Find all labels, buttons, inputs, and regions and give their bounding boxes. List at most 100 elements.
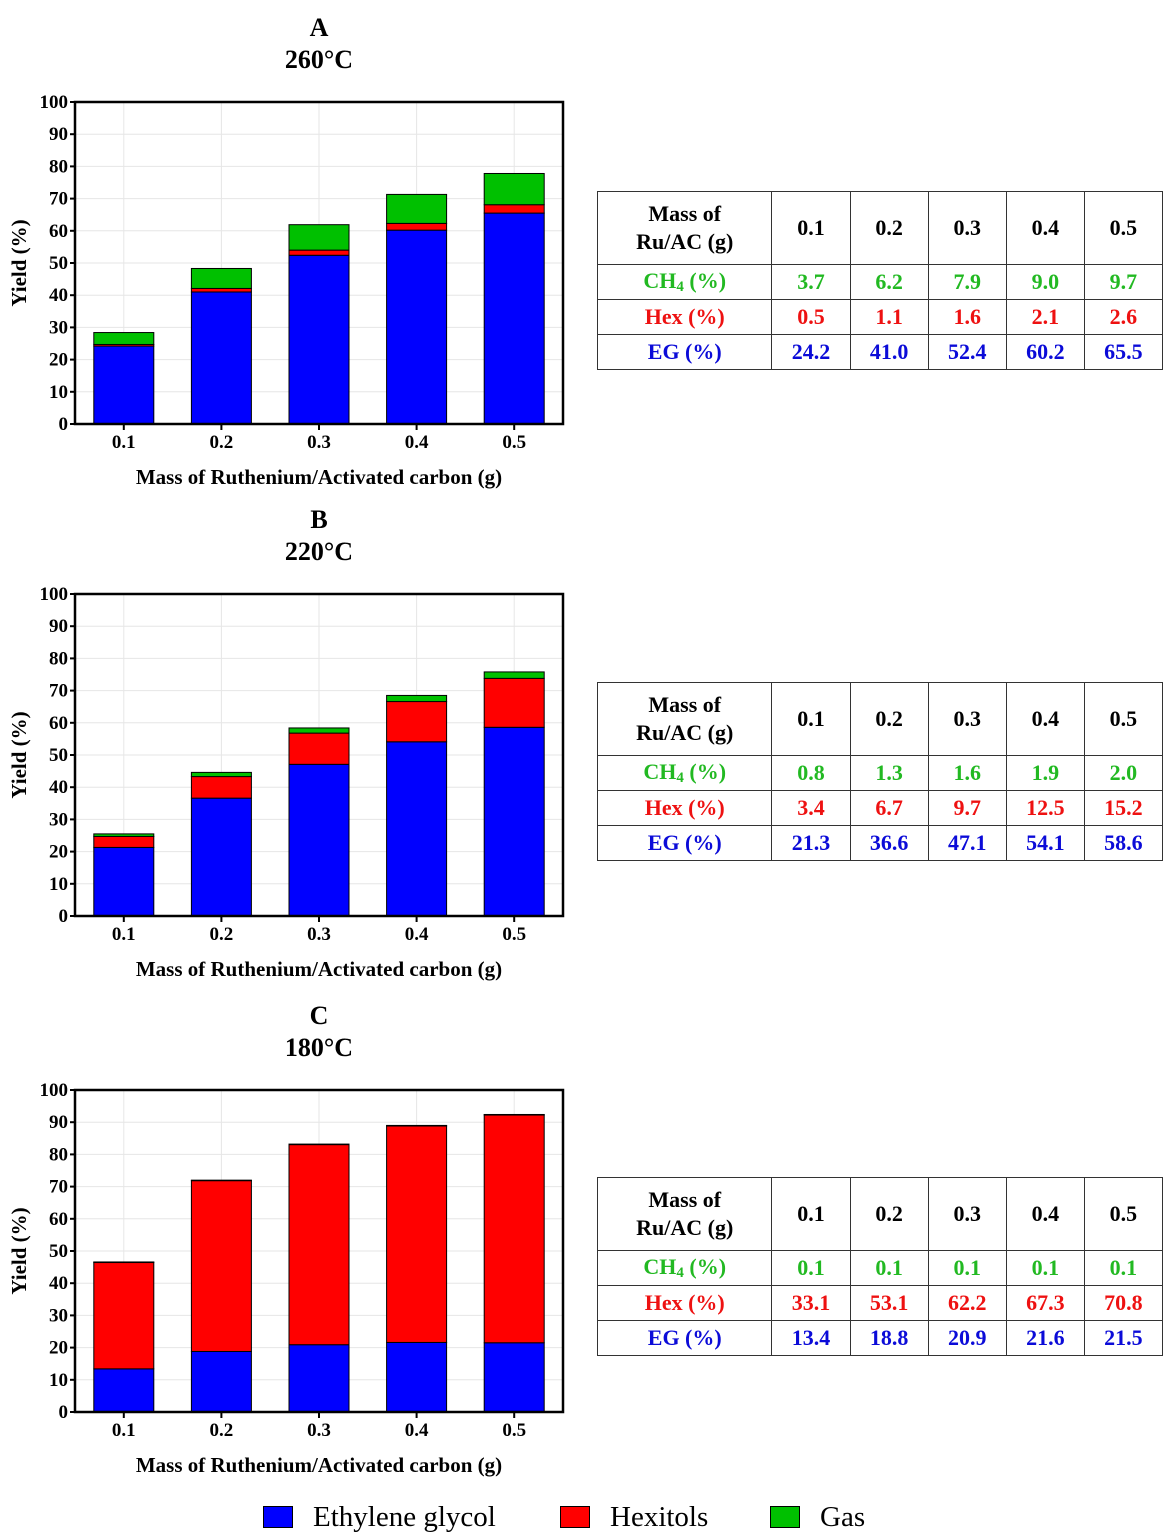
bar-ethylene-glycol bbox=[93, 846, 155, 917]
y-tick-label: 40 bbox=[49, 777, 68, 798]
table-cell: 1.6 bbox=[927, 755, 1007, 791]
table-cell: 1.1 bbox=[849, 299, 929, 335]
table-row-eg: EG (%) 24.2 41.0 52.4 60.2 65.5 bbox=[596, 334, 1163, 370]
y-tick-label: 30 bbox=[49, 809, 68, 830]
y-tick-label: 20 bbox=[49, 350, 68, 371]
table-row-ch4: CH4 (%) 3.7 6.2 7.9 9.0 9.7 bbox=[596, 264, 1163, 300]
table-cell: 33.1 bbox=[771, 1285, 851, 1321]
y-tick-label: 100 bbox=[40, 1080, 69, 1101]
panel-letter: C bbox=[310, 1001, 329, 1030]
table-row-hex: Hex (%) 0.5 1.1 1.6 2.1 2.6 bbox=[596, 299, 1163, 335]
y-tick-label: 20 bbox=[49, 1338, 68, 1359]
bar-ethylene-glycol bbox=[190, 1350, 252, 1413]
table-cell: 1.6 bbox=[927, 299, 1007, 335]
legend-item-hexitols: Hexitols bbox=[560, 1501, 708, 1533]
table-c: Mass of Ru/AC (g) 0.1 0.2 0.3 0.4 0.5 CH4 (%) 0.… bbox=[596, 1177, 1163, 1356]
bar-gas bbox=[386, 193, 448, 224]
chart-b: B 220°C 0 10 20 30 40 50 60 70 80 90 100 0.1 0.2 0.3 0.4… bbox=[7, 505, 565, 981]
table-cell: 0.1 bbox=[771, 1250, 851, 1286]
y-tick-label: 10 bbox=[49, 874, 68, 895]
table-cell: 6.2 bbox=[849, 264, 929, 300]
bar-gas bbox=[386, 1124, 448, 1127]
y-tick-label: 100 bbox=[40, 584, 69, 605]
bar-hexitols bbox=[190, 287, 252, 293]
bar-gas bbox=[190, 267, 252, 289]
table-cell: 3.7 bbox=[771, 264, 851, 300]
table-cell: 70.8 bbox=[1083, 1285, 1163, 1321]
table-cell: 21.6 bbox=[1005, 1320, 1085, 1356]
y-axis-label: Yield (%) bbox=[7, 1207, 31, 1294]
legend-swatch-gas bbox=[770, 1506, 800, 1528]
y-tick-label: 70 bbox=[49, 189, 68, 210]
bar-ethylene-glycol bbox=[483, 212, 545, 425]
table-cell: 7.9 bbox=[927, 264, 1007, 300]
bar-gas bbox=[190, 771, 252, 778]
x-tick-label: 0.1 bbox=[112, 432, 136, 453]
chart-title: 260°C bbox=[285, 45, 353, 74]
table-cell: 41.0 bbox=[849, 334, 929, 370]
bar-ethylene-glycol bbox=[386, 229, 448, 425]
table-row-label: Hex (%) bbox=[596, 790, 773, 826]
legend-label-ethylene-glycol: Ethylene glycol bbox=[313, 1500, 496, 1533]
bar-ethylene-glycol bbox=[483, 726, 545, 917]
y-tick-label: 10 bbox=[49, 382, 68, 403]
bar-gas bbox=[93, 833, 155, 837]
table-cell: 0.8 bbox=[771, 755, 851, 791]
bar-hexitols bbox=[386, 222, 448, 231]
table-column-header: 0.3 bbox=[927, 682, 1007, 756]
table-row-hex: Hex (%) 3.4 6.7 9.7 12.5 15.2 bbox=[596, 790, 1163, 826]
bar-ethylene-glycol bbox=[483, 1342, 545, 1413]
bar-gas bbox=[288, 1143, 350, 1146]
bar-hexitols bbox=[288, 732, 350, 765]
y-tick-label: 60 bbox=[49, 713, 68, 734]
table-b: Mass of Ru/AC (g) 0.1 0.2 0.3 0.4 0.5 CH4 (%) 0.… bbox=[596, 682, 1163, 861]
y-tick-label: 80 bbox=[49, 1144, 68, 1165]
subscript: 4 bbox=[676, 770, 684, 786]
table-cell: 24.2 bbox=[771, 334, 851, 370]
table-cell: 6.7 bbox=[849, 790, 929, 826]
legend: Ethylene glycol Hexitols Gas bbox=[0, 1498, 1163, 1535]
bar-hexitols bbox=[190, 776, 252, 799]
table-cell: 13.4 bbox=[771, 1320, 851, 1356]
table-cell: 2.1 bbox=[1005, 299, 1085, 335]
legend-item-gas: Gas bbox=[770, 1501, 865, 1533]
x-axis-label: Mass of Ruthenium/Activated carbon (g) bbox=[136, 957, 502, 981]
chart-title: 180°C bbox=[285, 1033, 353, 1062]
subscript: 4 bbox=[676, 279, 684, 295]
table-column-header: 0.2 bbox=[849, 682, 929, 756]
y-tick-label: 50 bbox=[49, 745, 68, 766]
table-header-line: Ru/AC (g) bbox=[636, 1215, 734, 1240]
x-tick-label: 0.3 bbox=[307, 924, 331, 945]
bar-gas bbox=[483, 671, 545, 679]
bar-hexitols bbox=[483, 1114, 545, 1344]
legend-label-gas: Gas bbox=[820, 1500, 866, 1533]
y-tick-label: 80 bbox=[49, 156, 68, 177]
table-row-label: CH4 (%) bbox=[596, 1250, 773, 1286]
table-cell: 9.7 bbox=[927, 790, 1007, 826]
x-tick-label: 0.4 bbox=[405, 1420, 429, 1441]
y-tick-label: 80 bbox=[49, 648, 68, 669]
table-cell: 21.3 bbox=[771, 825, 851, 861]
table-row-label: EG (%) bbox=[596, 334, 773, 370]
table-cell: 47.1 bbox=[927, 825, 1007, 861]
bar-gas bbox=[93, 332, 155, 345]
table-column-header: 0.1 bbox=[771, 191, 851, 265]
y-tick-label: 50 bbox=[49, 253, 68, 274]
bar-hexitols bbox=[386, 701, 448, 743]
panel-a: A 260°C 0 10 20 30 40 50 60 70 80 90 100 0.1 0.2 0.3 0.4… bbox=[0, 0, 1163, 495]
chart-c: C 180°C 0 10 20 30 40 50 60 70 80 90 100 0.1 0.2 0.3 0.4… bbox=[7, 1001, 565, 1477]
table-cell: 0.1 bbox=[1005, 1250, 1085, 1286]
x-tick-label: 0.5 bbox=[502, 924, 526, 945]
x-tick-label: 0.2 bbox=[210, 1420, 234, 1441]
y-axis-label: Yield (%) bbox=[7, 711, 31, 798]
bar-gas bbox=[483, 1113, 545, 1116]
bar-ethylene-glycol bbox=[93, 345, 155, 425]
panel-letter: A bbox=[310, 13, 329, 42]
table-cell: 53.1 bbox=[849, 1285, 929, 1321]
y-tick-label: 10 bbox=[49, 1370, 68, 1391]
table-cell: 3.4 bbox=[771, 790, 851, 826]
x-tick-label: 0.2 bbox=[210, 924, 234, 945]
x-tick-label: 0.3 bbox=[307, 1420, 331, 1441]
table-cell: 0.5 bbox=[771, 299, 851, 335]
table-cell: 65.5 bbox=[1083, 334, 1163, 370]
